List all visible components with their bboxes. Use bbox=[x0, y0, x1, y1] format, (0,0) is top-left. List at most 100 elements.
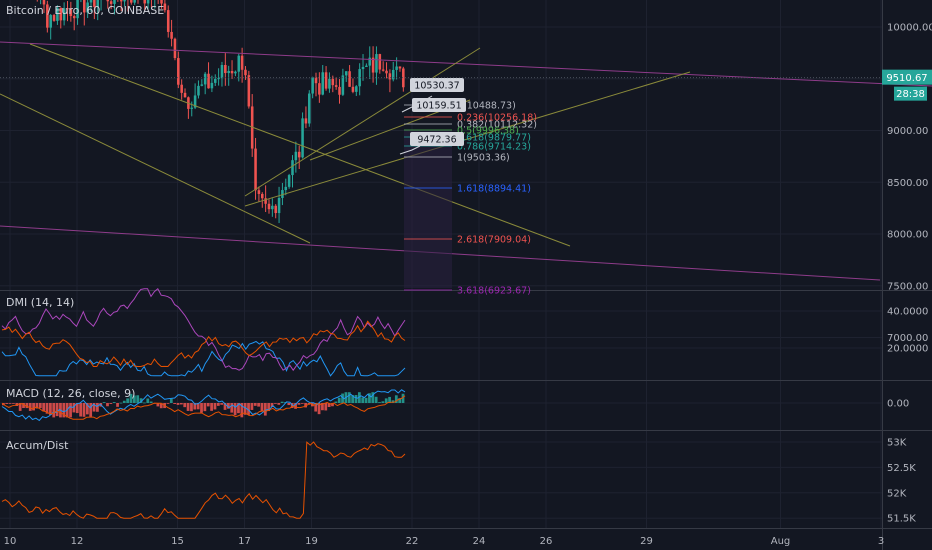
macd-histogram-bar bbox=[206, 403, 210, 407]
macd-histogram-bar bbox=[116, 403, 119, 407]
candle bbox=[365, 65, 368, 67]
macd-histogram-bar bbox=[210, 403, 213, 411]
fib-level-label: 3.618(6923.67) bbox=[457, 286, 531, 297]
candle bbox=[143, 0, 147, 4]
macd-histogram-bar bbox=[5, 403, 9, 404]
macd-histogram-bar bbox=[186, 403, 190, 411]
dmi-plus-line bbox=[1, 340, 406, 377]
candle bbox=[96, 0, 99, 7]
dmi-title[interactable]: DMI (14, 14) bbox=[6, 296, 75, 309]
macd-histogram-bar bbox=[203, 403, 207, 412]
macd-histogram-bar bbox=[257, 403, 260, 407]
candle bbox=[375, 54, 378, 73]
macd-histogram-bar bbox=[233, 403, 237, 416]
macd-histogram-bar bbox=[384, 398, 388, 403]
macd-histogram-bar bbox=[374, 396, 378, 403]
macd-histogram-bar bbox=[42, 403, 46, 411]
candle bbox=[42, 0, 46, 5]
macd-histogram-bar bbox=[364, 397, 368, 403]
macd-histogram-bar bbox=[321, 403, 324, 411]
price-callout[interactable] bbox=[412, 98, 466, 112]
current-price-badge bbox=[882, 69, 932, 85]
candle bbox=[89, 0, 93, 3]
trend-line bbox=[244, 47, 481, 197]
macd-title[interactable]: MACD (12, 26, close, 9) bbox=[6, 387, 136, 400]
candle bbox=[177, 58, 180, 85]
price-callout[interactable] bbox=[410, 78, 464, 92]
macd-histogram-bar bbox=[62, 403, 66, 418]
macd-histogram-bar bbox=[28, 403, 32, 411]
candle bbox=[247, 75, 251, 107]
macd-line bbox=[1, 389, 406, 422]
macd-histogram-bar bbox=[85, 403, 89, 415]
candle bbox=[314, 77, 318, 84]
candle bbox=[173, 38, 177, 59]
macd-histogram-bar bbox=[341, 393, 344, 403]
time-axis-label: 10 bbox=[4, 536, 17, 547]
candle bbox=[197, 85, 200, 96]
time-axis-label: 12 bbox=[71, 536, 84, 547]
macd-histogram-bar bbox=[143, 402, 146, 404]
macd-histogram-bar bbox=[79, 403, 82, 417]
callout-connector bbox=[399, 145, 421, 155]
macd-histogram-bar bbox=[102, 402, 106, 403]
candle bbox=[291, 160, 294, 176]
accdist-axis-label: 51.5K bbox=[887, 514, 916, 525]
candle bbox=[66, 8, 69, 10]
macd-histogram-bar bbox=[371, 392, 375, 403]
macd-histogram-bar bbox=[220, 403, 224, 405]
symbol-title[interactable]: Bitcoin / Euro, 60, COINBASE bbox=[6, 4, 165, 17]
candle bbox=[83, 0, 86, 13]
macd-histogram-bar bbox=[361, 397, 365, 403]
candle bbox=[304, 118, 308, 124]
dmi-axis-label: 40.0000 bbox=[887, 307, 928, 318]
price-axis-label: 7000.00 bbox=[887, 333, 928, 344]
macd-histogram-bar bbox=[193, 403, 197, 410]
candle bbox=[109, 1, 113, 4]
candle bbox=[163, 3, 167, 11]
candle bbox=[341, 75, 345, 95]
macd-histogram-bar bbox=[179, 403, 183, 405]
candle bbox=[76, 0, 79, 19]
macd-histogram-bar bbox=[149, 401, 153, 403]
macd-histogram-bar bbox=[159, 403, 163, 409]
time-axis-label: 22 bbox=[406, 536, 419, 547]
candle bbox=[402, 68, 405, 88]
candle bbox=[348, 71, 351, 87]
accdist-title[interactable]: Accum/Dist bbox=[6, 439, 69, 452]
macd-histogram-bar bbox=[82, 403, 86, 417]
candle bbox=[190, 107, 194, 109]
fib-level-label: 0.236(10256.18) bbox=[457, 113, 537, 124]
macd-histogram-bar bbox=[126, 398, 130, 403]
candle bbox=[210, 82, 214, 89]
candle bbox=[119, 0, 123, 2]
macd-histogram-bar bbox=[35, 403, 39, 409]
fib-level-label: 0.382(10112.32) bbox=[457, 120, 537, 131]
macd-histogram-bar bbox=[183, 403, 187, 408]
time-axis-label: 17 bbox=[238, 536, 251, 547]
candle bbox=[52, 15, 56, 21]
macd-histogram-bar bbox=[196, 403, 200, 410]
trend-line bbox=[0, 41, 932, 87]
accdist-axis-label: 52K bbox=[887, 488, 907, 499]
macd-histogram-bar bbox=[96, 403, 99, 412]
macd-histogram-bar bbox=[297, 403, 301, 405]
candle bbox=[69, 8, 73, 17]
macd-histogram-bar bbox=[173, 403, 177, 404]
macd-histogram-bar bbox=[253, 403, 257, 406]
candle bbox=[86, 2, 89, 13]
price-axis-label: 10000.00 bbox=[887, 23, 932, 34]
candle bbox=[130, 0, 133, 3]
macd-histogram-bar bbox=[357, 392, 361, 403]
price-axis-label: 8000.00 bbox=[887, 230, 928, 241]
candle bbox=[254, 148, 257, 191]
candle bbox=[324, 72, 328, 89]
macd-histogram-bar bbox=[240, 403, 244, 418]
candle bbox=[230, 70, 234, 74]
candle bbox=[361, 66, 365, 70]
candle bbox=[338, 86, 341, 95]
macd-histogram-bar bbox=[146, 398, 150, 403]
countdown-badge bbox=[894, 86, 927, 101]
price-callout[interactable] bbox=[410, 132, 464, 146]
